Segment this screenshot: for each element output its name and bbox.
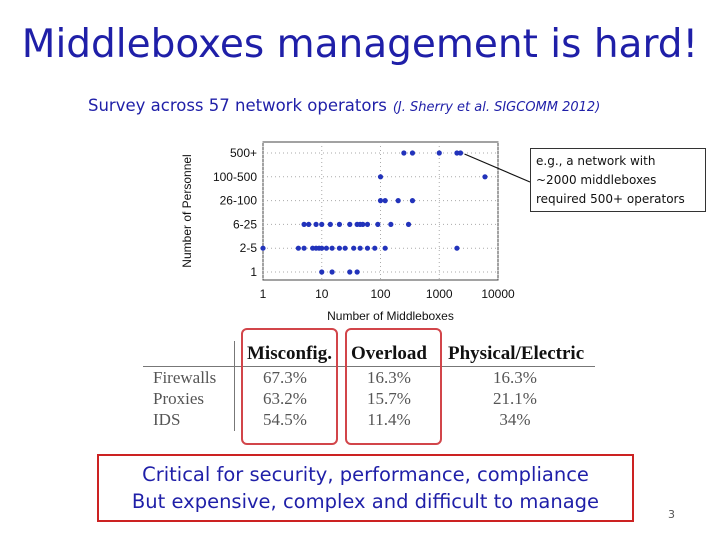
data-point bbox=[401, 150, 407, 156]
callout-pointer bbox=[464, 153, 531, 183]
data-point bbox=[482, 174, 488, 180]
data-point bbox=[357, 245, 363, 251]
table-cell: 16.3% bbox=[493, 368, 537, 387]
callout-line-2: ~2000 middleboxes bbox=[536, 173, 657, 187]
table-divider-horizontal bbox=[143, 366, 595, 367]
subtitle-text: Survey across 57 network operators bbox=[88, 96, 387, 115]
data-point bbox=[360, 221, 366, 227]
y-tick-label: 500+ bbox=[230, 146, 257, 160]
data-point bbox=[329, 245, 335, 251]
data-point bbox=[372, 245, 378, 251]
table-cell: 54.5% bbox=[263, 410, 307, 429]
table-cell: 63.2% bbox=[263, 389, 307, 408]
data-point bbox=[364, 221, 371, 227]
highlight-overload-column bbox=[345, 328, 442, 445]
data-point bbox=[354, 269, 360, 275]
x-tick-label: 100 bbox=[370, 287, 390, 301]
x-tick-label: 1000 bbox=[426, 287, 453, 301]
table-row-label: Firewalls bbox=[153, 368, 217, 387]
data-point bbox=[351, 245, 357, 251]
data-point bbox=[409, 150, 416, 156]
data-point bbox=[405, 221, 412, 227]
conclusion-box: Critical for security, performance, comp… bbox=[97, 454, 634, 522]
data-point bbox=[454, 150, 460, 156]
callout-line-1: e.g., a network with bbox=[536, 154, 656, 168]
data-point bbox=[323, 245, 330, 251]
data-point bbox=[377, 174, 384, 180]
table-header-physical: Physical/Electric bbox=[448, 343, 585, 364]
data-point bbox=[260, 245, 266, 251]
table-divider-vertical bbox=[234, 341, 235, 431]
callout-box: e.g., a network with ~2000 middleboxes r… bbox=[530, 148, 706, 212]
data-point bbox=[329, 269, 335, 275]
highlight-misconfig-column bbox=[241, 328, 338, 445]
page-number: 3 bbox=[668, 508, 675, 521]
conclusion-line-1: Critical for security, performance, comp… bbox=[142, 463, 589, 486]
data-point bbox=[436, 150, 442, 156]
data-point bbox=[454, 245, 460, 251]
data-point bbox=[409, 198, 416, 204]
data-point bbox=[301, 221, 307, 227]
callout-line-3: required 500+ operators bbox=[536, 192, 685, 206]
table-cell: 15.7% bbox=[367, 389, 411, 408]
y-tick-label: 6-25 bbox=[233, 217, 257, 231]
data-point bbox=[319, 269, 325, 275]
data-point bbox=[342, 245, 348, 251]
data-point bbox=[301, 245, 307, 251]
data-point bbox=[295, 245, 301, 251]
x-tick-label: 10 bbox=[315, 287, 329, 301]
x-tick-label: 10000 bbox=[481, 287, 515, 301]
data-point bbox=[382, 198, 388, 204]
slide-title: Middleboxes management is hard! bbox=[21, 22, 699, 67]
data-point bbox=[319, 221, 325, 227]
data-point bbox=[375, 221, 381, 227]
table-header-overload: Overload bbox=[351, 343, 427, 364]
y-tick-label: 100-500 bbox=[213, 170, 257, 184]
data-point bbox=[336, 245, 343, 251]
data-point bbox=[336, 221, 343, 227]
data-point bbox=[382, 245, 388, 251]
data-point bbox=[347, 221, 353, 227]
table-cell: 11.4% bbox=[367, 410, 411, 429]
data-point bbox=[306, 221, 312, 227]
citation: (J. Sherry et al. SIGCOMM 2012) bbox=[392, 100, 601, 115]
y-tick-label: 1 bbox=[250, 265, 257, 279]
data-point bbox=[395, 198, 401, 204]
y-tick-label: 2-5 bbox=[240, 241, 258, 255]
table-cell: 34% bbox=[499, 410, 531, 429]
x-axis-label: Number of Middleboxes bbox=[327, 309, 454, 323]
y-axis-label: Number of Personnel bbox=[180, 154, 194, 267]
conclusion-line-2: But expensive, complex and difficult to … bbox=[131, 490, 600, 513]
table-row-label: IDS bbox=[153, 410, 181, 429]
data-point bbox=[319, 245, 325, 251]
table-header-misconfig: Misconfig. bbox=[247, 343, 332, 364]
table-cell: 16.3% bbox=[367, 368, 411, 387]
x-tick-label: 1 bbox=[260, 287, 267, 301]
y-tick-label: 26-100 bbox=[220, 194, 258, 208]
table-cell: 21.1% bbox=[493, 389, 537, 408]
data-point bbox=[388, 221, 394, 227]
table-cell: 67.3% bbox=[263, 368, 307, 387]
data-point bbox=[377, 198, 384, 204]
slide-subtitle: Survey across 57 network operators (J. Sh… bbox=[88, 96, 600, 115]
data-point bbox=[313, 221, 319, 227]
data-point bbox=[457, 150, 464, 156]
table-row-label: Proxies bbox=[153, 389, 204, 408]
data-point bbox=[347, 269, 353, 275]
data-point bbox=[364, 245, 371, 251]
data-point bbox=[327, 221, 333, 227]
